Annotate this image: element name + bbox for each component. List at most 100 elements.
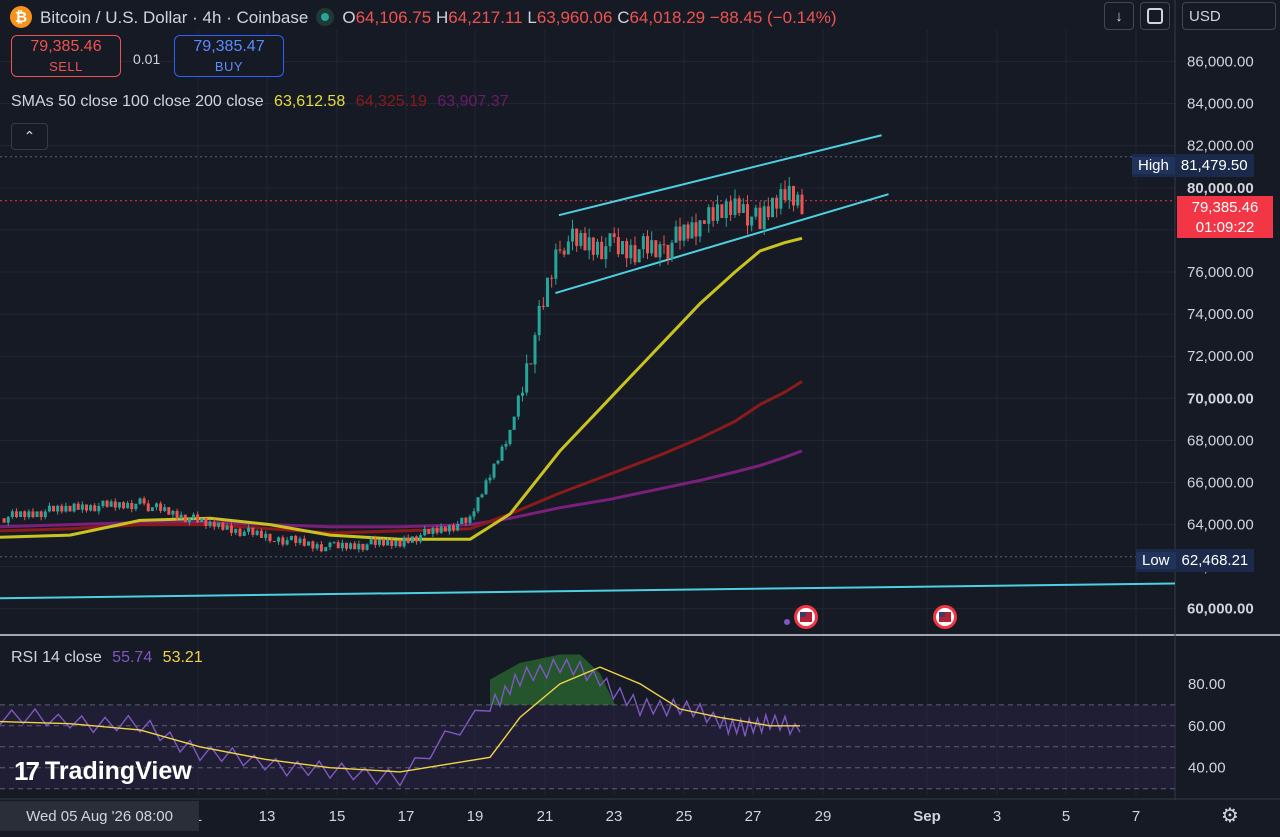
candle-body	[762, 206, 766, 230]
candle-body	[571, 228, 574, 242]
candle-body	[315, 544, 319, 549]
rsi-overbought-fill	[490, 654, 615, 705]
candle-body	[591, 237, 595, 255]
candle-body	[410, 536, 414, 543]
candle-body	[724, 201, 728, 218]
candle-body	[625, 241, 629, 259]
download-button[interactable]: ↓	[1104, 2, 1134, 30]
candle-body	[792, 185, 795, 206]
candle-body	[238, 528, 242, 536]
candle-body	[541, 305, 545, 307]
candle-body	[398, 540, 402, 547]
symbol-title[interactable]: Bitcoin / U.S. Dollar · 4h · Coinbase	[40, 7, 309, 27]
candle-body	[105, 500, 109, 507]
candle-body	[200, 518, 204, 523]
candle-body	[650, 240, 654, 254]
collapse-legend-button[interactable]: ⌃	[11, 123, 48, 150]
candle-body	[60, 505, 64, 512]
candle-body	[616, 237, 620, 255]
candle-body	[183, 514, 187, 523]
candle-body	[637, 249, 641, 263]
candle-body	[447, 525, 451, 532]
candle-body	[192, 514, 196, 519]
price-tick-label: 84,000.00	[1187, 96, 1254, 113]
candle-body	[163, 507, 167, 511]
candle-body	[702, 220, 706, 224]
rsi-tick-label: 40.00	[1188, 760, 1226, 777]
candle-body	[427, 528, 431, 534]
time-tick-label: 27	[745, 808, 762, 825]
candle-body	[336, 542, 340, 549]
rsi-tick-label: 60.00	[1188, 718, 1226, 735]
candle-body	[596, 241, 599, 255]
candle-body	[621, 241, 624, 255]
us-flag-event-icon	[933, 605, 957, 629]
candle-body	[369, 538, 373, 545]
candle-body	[171, 510, 175, 515]
rsi-tick-label: 80.00	[1188, 676, 1226, 693]
candle-body	[604, 246, 608, 260]
candle-body	[476, 497, 480, 512]
candle-body	[6, 517, 10, 523]
sma50-value: 63,612.58	[274, 93, 346, 110]
candle-body	[533, 335, 537, 365]
candle-body	[251, 527, 255, 535]
candle-body	[19, 511, 23, 518]
candle-body	[579, 232, 583, 246]
candle-body	[666, 244, 670, 259]
rsi-legend[interactable]: RSI 14 close 55.74 53.21	[11, 650, 203, 666]
candle-body	[196, 514, 200, 523]
candle-body	[23, 511, 27, 518]
tradingview-logo[interactable]: 17 TradingView	[14, 756, 192, 786]
candle-body	[464, 517, 468, 523]
candle-body	[783, 189, 787, 201]
channel-upper-line	[558, 134, 882, 217]
candle-body	[242, 531, 246, 536]
candle-body	[754, 207, 758, 217]
time-tick-label: 23	[606, 808, 623, 825]
candle-body	[771, 197, 774, 218]
price-tick-label: 60,000.00	[1187, 601, 1254, 618]
rsi-line	[0, 657, 801, 787]
candle-body	[800, 194, 804, 215]
candle-body	[439, 526, 443, 533]
candle-body	[212, 522, 216, 527]
currency-select[interactable]: USD	[1182, 2, 1276, 30]
candle-body	[468, 516, 472, 523]
candle-body	[84, 504, 88, 511]
candle-body	[711, 207, 715, 221]
sma-legend[interactable]: SMAs 50 close 100 close 200 close 63,612…	[11, 94, 509, 110]
candle-body	[89, 505, 93, 511]
sell-button[interactable]: 79,385.46 SELL	[11, 35, 121, 77]
candle-body	[311, 541, 315, 549]
candle-body	[255, 530, 259, 535]
low-tag: Low 62,468.21	[1136, 549, 1255, 572]
candle-body	[390, 539, 394, 546]
fullscreen-button[interactable]	[1140, 2, 1170, 30]
candle-body	[629, 245, 633, 259]
time-tick-label: 29	[815, 808, 832, 825]
candle-body	[431, 527, 435, 534]
candle-body	[508, 429, 512, 444]
candle-body	[775, 197, 779, 209]
sma-label: SMAs 50 close 100 close 200 close	[11, 93, 264, 110]
candle-body	[729, 201, 733, 215]
time-tick-label: Sep	[913, 808, 941, 825]
price-tick-label: 82,000.00	[1187, 138, 1254, 155]
candle-body	[529, 363, 533, 365]
candle-body	[373, 538, 377, 545]
buy-button[interactable]: 79,385.47 BUY	[174, 35, 284, 77]
candle-body	[654, 240, 658, 258]
gear-icon[interactable]: ⚙	[1221, 804, 1239, 827]
candle-body	[377, 539, 381, 545]
candle-body	[698, 220, 702, 237]
candle-body	[484, 480, 488, 495]
us-flag-event-icon	[794, 605, 818, 629]
candle-body	[766, 206, 770, 218]
market-status-icon[interactable]	[316, 8, 335, 26]
candle-body	[247, 527, 251, 532]
candles	[2, 177, 804, 553]
candle-body	[117, 502, 121, 508]
time-tick-label: 19	[467, 808, 484, 825]
